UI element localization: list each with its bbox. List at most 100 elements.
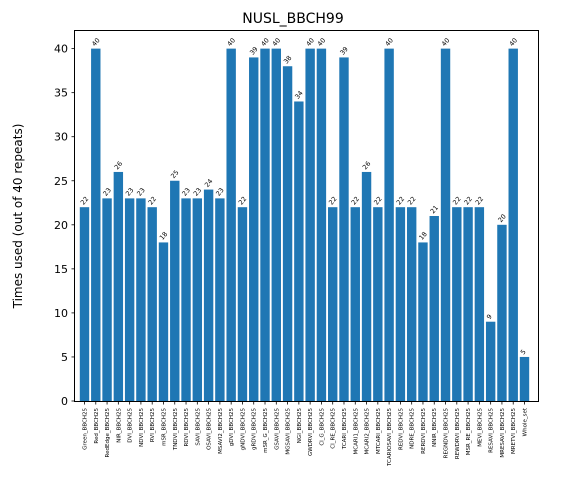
x-tick-label: Red_BBCH25 (94, 408, 100, 444)
x-tick-label: RedEdge_BBCH25 (105, 408, 111, 458)
bar-gNDVI_BBCH25 (237, 207, 248, 401)
bar-Green_BBCH25 (79, 207, 90, 401)
y-tick-label: 20 (54, 219, 68, 232)
bar-RedEdge_BBCH25 (102, 198, 112, 401)
x-tick-label: OSAVI_BBCH25 (207, 408, 213, 450)
x-tick-label: REWDRVI_BBCH25 (455, 408, 461, 460)
y-tick-label: 35 (54, 87, 68, 100)
value-label: 9 (485, 313, 494, 321)
x-tick-label: MCARI2_BBCH25 (365, 408, 371, 455)
x-tick-label: NGI_BBCH25 (297, 408, 303, 444)
bar-GWDRVI_BBCH25 (305, 48, 315, 402)
value-label: 40 (440, 36, 451, 47)
bar-MEVI_BBCH25 (474, 207, 485, 401)
value-label: 23 (214, 186, 225, 197)
bar-MSR_RE_BBCH25 (463, 207, 473, 401)
y-tick-label: 25 (54, 175, 68, 188)
bar-NNIR_BBCH25 (429, 216, 439, 401)
value-label: 22 (406, 195, 417, 206)
value-label: 40 (226, 36, 237, 47)
value-label: 22 (395, 195, 406, 206)
bar-Whole_set (519, 356, 530, 401)
y-axis-label: Times used (out of 40 repeats) (11, 124, 25, 310)
value-label: 21 (429, 204, 440, 215)
bar-MRETVI_BBCH25 (508, 48, 518, 402)
value-label: 22 (327, 195, 338, 206)
x-tick-label: MSR_RE_BBCH25 (466, 408, 472, 456)
x-tick-label: CI_RE_BBCH25 (331, 408, 337, 449)
value-label: 18 (158, 230, 169, 241)
x-tick-label: RVI_BBCH25 (150, 408, 156, 443)
y-tick-label: 10 (54, 307, 68, 320)
x-tick-label: TCARI_BBCH25 (342, 408, 348, 451)
value-label: 23 (101, 186, 112, 197)
bar-RDVI_BBCH25 (181, 198, 191, 401)
bar-OSAVI_BBCH25 (203, 189, 214, 401)
x-tick-label: RERDVI_BBCH25 (421, 408, 427, 454)
value-label: 39 (338, 45, 349, 56)
value-label: 39 (248, 45, 259, 56)
bar-NDVI_BBCH25 (136, 198, 146, 401)
x-tick-label: DVI_BBCH25 (128, 408, 134, 443)
x-tick-label: TNDVI_BBCH25 (173, 408, 179, 452)
value-label: 25 (169, 169, 180, 180)
x-tick-label: CI_G_BBCH25 (319, 408, 325, 446)
bar-MCARI1_BBCH25 (350, 207, 360, 401)
value-label: 26 (113, 160, 124, 171)
bar-MGSAVI_BBCH25 (282, 66, 293, 402)
x-tick-label: MRETVI_BBCH25 (511, 408, 517, 454)
bar-NDRE_BBCH25 (406, 207, 417, 401)
x-tick-label: MCARI1_BBCH25 (353, 408, 359, 455)
bar-RESAVI_BBCH25 (485, 321, 496, 401)
value-label: 40 (384, 36, 395, 47)
value-label: 22 (79, 195, 90, 206)
bar-mSR_BBCH25 (158, 242, 169, 401)
x-tick-label: MRESAVI_BBCH25 (500, 408, 506, 458)
x-tick-label: GWDRVI_BBCH25 (308, 408, 314, 457)
bar-REWDRVI_BBCH25 (452, 207, 462, 401)
value-label: 22 (451, 195, 462, 206)
value-label: 22 (372, 195, 383, 206)
bar-gRDVI_BBCH25 (249, 57, 259, 402)
x-tick-label: REDVI_BBCH25 (398, 408, 404, 450)
x-tick-label: NDRE_BBCH25 (410, 408, 416, 449)
value-label: 22 (350, 195, 361, 206)
bar-TCARIOSAVI_BBCH25 (384, 48, 394, 402)
y-tick-label: 0 (61, 395, 68, 408)
value-label: 40 (316, 36, 327, 47)
x-tick-label: MTCARI_BBCH25 (376, 408, 382, 455)
x-tick-label: RESAVI_BBCH25 (489, 407, 495, 452)
bars-group (79, 48, 530, 402)
x-tick-label: REGNDVI_BBCH25 (444, 408, 450, 459)
value-label: 26 (361, 160, 372, 171)
value-label: 24 (203, 177, 214, 188)
bar-RERDVI_BBCH25 (418, 242, 428, 401)
value-label: 40 (90, 36, 101, 47)
x-tick-label: GSAVI_BBCH25 (274, 408, 280, 450)
bar-MCARI2_BBCH25 (361, 171, 372, 401)
bar-mSR_G_BBCH25 (260, 48, 270, 402)
bar-REDVI_BBCH25 (395, 207, 406, 401)
value-label: 23 (192, 186, 203, 197)
x-tick-label: gNDVI_BBCH25 (240, 408, 246, 451)
y-tick-label: 5 (61, 351, 68, 364)
bar-gDVI_BBCH25 (226, 48, 236, 402)
x-tick-label: MSAVI2_BBCH25 (218, 408, 224, 454)
chart-title: NUSL_BBCH99 (242, 11, 344, 27)
x-tick-label: gRDVI_BBCH25 (252, 408, 258, 451)
bar-NIR_BBCH25 (113, 171, 124, 401)
value-label: 23 (135, 186, 146, 197)
bar-CI_RE_BBCH25 (328, 207, 338, 401)
bar-RVI_BBCH25 (147, 207, 157, 401)
x-tick-label: MEVI_BBCH25 (477, 408, 483, 447)
value-label: 23 (180, 186, 191, 197)
value-label: 40 (508, 36, 519, 47)
y-tick-label: 30 (54, 131, 68, 144)
x-tick-label: MGSAVI_BBCH25 (286, 408, 292, 455)
bar-SAVI_BBCH25 (192, 198, 203, 401)
x-tick-label: SAVI_BBCH25 (195, 408, 201, 446)
bar-TNDVI_BBCH25 (170, 180, 180, 401)
bar-Red_BBCH25 (91, 48, 101, 402)
bar-NGI_BBCH25 (294, 101, 304, 401)
